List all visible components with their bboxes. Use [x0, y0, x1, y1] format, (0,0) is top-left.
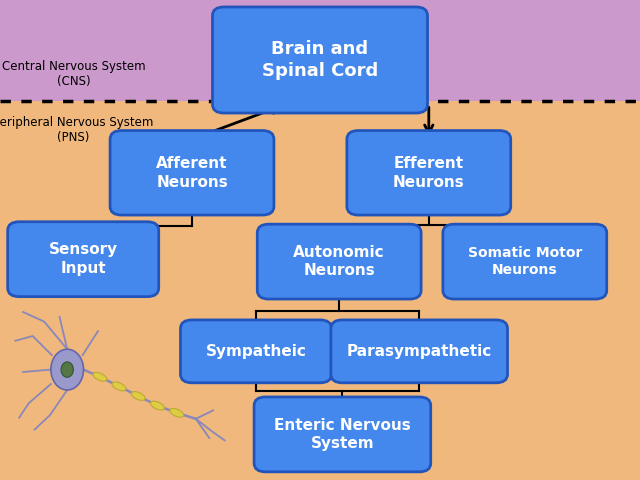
FancyBboxPatch shape [180, 320, 332, 383]
FancyBboxPatch shape [0, 0, 640, 101]
FancyBboxPatch shape [254, 397, 431, 472]
Text: Somatic Motor
Neurons: Somatic Motor Neurons [468, 246, 582, 277]
Text: Central Nervous System
(CNS): Central Nervous System (CNS) [2, 60, 145, 88]
Text: Afferent
Neurons: Afferent Neurons [156, 156, 228, 190]
Text: Peripheral Nervous System
(PNS): Peripheral Nervous System (PNS) [0, 116, 154, 144]
Text: Efferent
Neurons: Efferent Neurons [393, 156, 465, 190]
FancyBboxPatch shape [443, 224, 607, 299]
FancyBboxPatch shape [257, 224, 421, 299]
FancyBboxPatch shape [212, 7, 428, 113]
FancyBboxPatch shape [8, 222, 159, 297]
Text: Brain and
Spinal Cord: Brain and Spinal Cord [262, 40, 378, 80]
Text: Enteric Nervous
System: Enteric Nervous System [274, 418, 411, 451]
Text: Autonomic
Neurons: Autonomic Neurons [293, 245, 385, 278]
FancyBboxPatch shape [110, 131, 274, 215]
FancyBboxPatch shape [347, 131, 511, 215]
Text: Parasympathetic: Parasympathetic [347, 344, 492, 359]
FancyBboxPatch shape [331, 320, 508, 383]
Text: Sympatheic: Sympatheic [205, 344, 307, 359]
Text: Sensory
Input: Sensory Input [49, 242, 118, 276]
